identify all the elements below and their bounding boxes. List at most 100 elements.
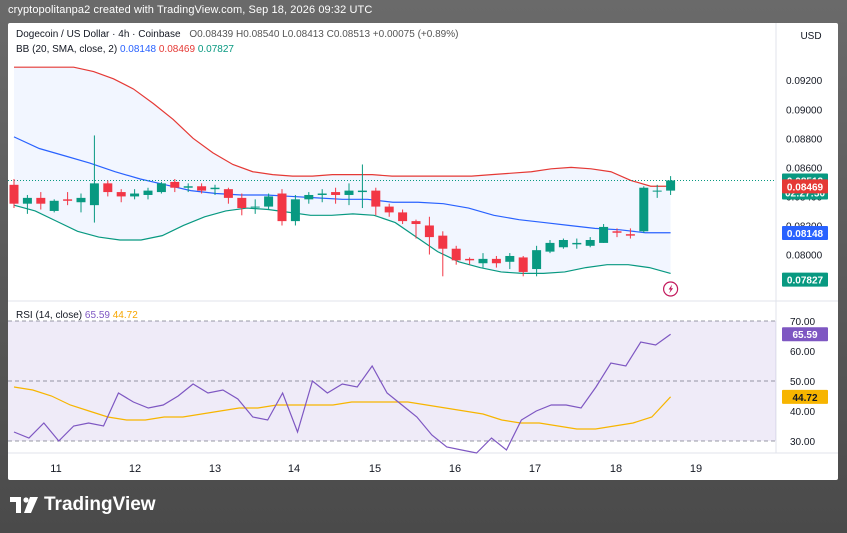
chart-panel[interactable]: Dogecoin / US Dollar · 4h · Coinbase O0.… bbox=[8, 23, 838, 480]
bb-basis-value: 0.08148 bbox=[119, 44, 157, 55]
candle-body bbox=[357, 190, 367, 193]
candle-body bbox=[505, 255, 515, 262]
author-caption: cryptopolitanpa2 created with TradingVie… bbox=[8, 4, 373, 16]
candle-body bbox=[49, 200, 59, 211]
tradingview-mark-icon bbox=[10, 497, 38, 513]
price-chart-svg[interactable]: 0.080000.082000.084000.086000.088000.090… bbox=[8, 23, 838, 480]
rsi-label: RSI (14, close) bbox=[16, 310, 83, 321]
lightning-icon bbox=[668, 284, 674, 294]
rsi-ma-line bbox=[13, 386, 672, 430]
candle-body bbox=[237, 197, 247, 209]
time-tick-label: 12 bbox=[129, 463, 141, 475]
rsi-tag-text: 65.59 bbox=[792, 330, 817, 341]
candle-body bbox=[491, 258, 501, 264]
candle-body bbox=[344, 190, 354, 195]
bb-fill bbox=[14, 67, 671, 274]
candle-body bbox=[451, 248, 461, 261]
bb-lower-tag-bg bbox=[782, 272, 828, 287]
rsi-ma-tag: 44.72 bbox=[782, 389, 828, 404]
candle-body bbox=[277, 193, 287, 222]
currency-button[interactable]: USD bbox=[800, 31, 822, 42]
candle-body bbox=[116, 192, 126, 197]
candle-body bbox=[599, 226, 609, 243]
rsi-tag: 65.59 bbox=[782, 327, 828, 342]
candle-body bbox=[438, 235, 448, 249]
price-tick-label: 0.08000 bbox=[786, 251, 823, 262]
price-tick-label: 0.09200 bbox=[786, 76, 823, 87]
candle-body bbox=[317, 193, 327, 195]
candle-body bbox=[130, 193, 140, 197]
candle-body bbox=[170, 181, 180, 188]
bb-upper-tag: 0.08469 bbox=[782, 179, 828, 194]
rsi-tick-label: 70.00 bbox=[790, 317, 815, 328]
tradingview-logo: TradingView bbox=[10, 494, 156, 516]
candle-body bbox=[103, 183, 113, 193]
candle-body bbox=[411, 221, 421, 225]
grid-layer bbox=[8, 23, 838, 454]
bollinger-layer bbox=[8, 66, 776, 275]
bb-basis-tag-bg bbox=[782, 226, 828, 241]
candle-body bbox=[612, 231, 622, 233]
candle-body bbox=[371, 190, 381, 207]
candle-body bbox=[465, 258, 475, 261]
candle-body bbox=[518, 257, 528, 272]
candle-body bbox=[197, 186, 207, 191]
bb-lower-line bbox=[13, 204, 671, 275]
price-tag-layer: 0.0851302:27:500.084690.081480.0782765.5… bbox=[782, 173, 828, 404]
bb-basis-tag: 0.08148 bbox=[782, 226, 828, 241]
candle-body bbox=[625, 234, 635, 236]
price-tick-label: 0.09000 bbox=[786, 105, 823, 116]
time-tick-label: 19 bbox=[690, 463, 702, 475]
rsi-line bbox=[13, 333, 671, 454]
bb-upper-tag-text: 0.08469 bbox=[787, 182, 824, 193]
candle-body bbox=[558, 240, 568, 248]
time-tick-label: 15 bbox=[369, 463, 381, 475]
rsi-ma-value: 44.72 bbox=[112, 310, 138, 321]
candle-body bbox=[478, 258, 488, 264]
candle-body bbox=[290, 199, 300, 222]
rsi-legend[interactable]: RSI (14, close) 65.59 44.72 bbox=[16, 310, 138, 321]
time-tick-label: 14 bbox=[288, 463, 300, 475]
last-price-tag-text: 02:27:50 bbox=[785, 188, 825, 199]
rsi-tag-bg bbox=[782, 327, 828, 342]
bb-lower-tag: 0.07827 bbox=[782, 272, 828, 287]
bb-basis-line bbox=[13, 136, 671, 234]
candle-body bbox=[223, 189, 233, 198]
bb-basis-tag-text: 0.08148 bbox=[787, 229, 824, 240]
rsi-ma-tag-text: 44.72 bbox=[792, 393, 817, 404]
candles-layer bbox=[9, 135, 679, 297]
bb-upper-tag-bg bbox=[782, 179, 828, 194]
rsi-tick-label: 40.00 bbox=[790, 407, 815, 418]
candle-body bbox=[143, 190, 153, 195]
rsi-tick-label: 50.00 bbox=[790, 377, 815, 388]
candle-body bbox=[63, 199, 73, 201]
candle-body bbox=[22, 197, 32, 204]
candle-body bbox=[250, 206, 260, 208]
candle-body bbox=[36, 197, 46, 204]
rsi-tick-label: 60.00 bbox=[790, 347, 815, 358]
candle-body bbox=[652, 190, 662, 192]
bb-upper-value: 0.08469 bbox=[158, 44, 196, 55]
rsi-value: 65.59 bbox=[84, 310, 110, 321]
time-tick-label: 17 bbox=[529, 463, 541, 475]
candle-body bbox=[585, 240, 595, 246]
candle-body bbox=[304, 194, 314, 200]
candle-body bbox=[9, 184, 19, 204]
candle-body bbox=[545, 242, 555, 252]
candle-body bbox=[398, 212, 408, 222]
bb-legend[interactable]: BB (20, SMA, close, 2) 0.08148 0.08469 0… bbox=[16, 44, 234, 55]
time-tick-label: 13 bbox=[209, 463, 221, 475]
candle-body bbox=[331, 192, 341, 195]
time-tick-label: 16 bbox=[449, 463, 461, 475]
bb-upper-line bbox=[14, 66, 671, 187]
bb-lower-tag-text: 0.07827 bbox=[787, 276, 824, 287]
rsi-layer bbox=[8, 320, 776, 454]
time-tick-label: 18 bbox=[610, 463, 622, 475]
price-tick-label: 0.08800 bbox=[786, 134, 823, 145]
candle-body bbox=[532, 250, 542, 270]
rsi-tick-label: 30.00 bbox=[790, 437, 815, 448]
brand-name: TradingView bbox=[44, 494, 156, 515]
candle-body bbox=[572, 242, 582, 245]
candle-body bbox=[89, 183, 99, 206]
